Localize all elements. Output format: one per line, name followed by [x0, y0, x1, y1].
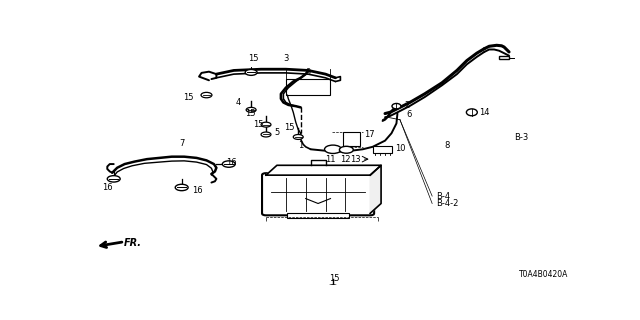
Text: B-3: B-3	[514, 133, 528, 142]
Text: 15: 15	[253, 120, 264, 129]
FancyBboxPatch shape	[262, 173, 374, 215]
Text: 16: 16	[102, 182, 113, 192]
Bar	[287, 213, 349, 218]
Ellipse shape	[392, 103, 401, 109]
Bar	[343, 132, 360, 146]
Text: 11: 11	[324, 155, 335, 164]
Text: 7: 7	[179, 139, 184, 148]
Circle shape	[245, 69, 257, 75]
Bar	[499, 56, 509, 59]
Ellipse shape	[467, 109, 477, 116]
Text: 9: 9	[305, 68, 311, 76]
Polygon shape	[266, 165, 381, 175]
Circle shape	[328, 285, 338, 290]
Circle shape	[246, 108, 256, 112]
Text: 13: 13	[350, 156, 361, 164]
Text: 8: 8	[445, 141, 450, 150]
Text: 5: 5	[274, 128, 280, 137]
Text: 1: 1	[298, 141, 303, 150]
Text: 6: 6	[406, 109, 412, 118]
Text: 14: 14	[479, 108, 490, 117]
Bar	[372, 146, 392, 153]
Text: 4: 4	[236, 98, 241, 107]
Text: 15: 15	[284, 123, 294, 132]
Circle shape	[339, 146, 353, 153]
Circle shape	[175, 184, 188, 191]
Circle shape	[261, 122, 271, 127]
Circle shape	[201, 92, 212, 98]
Text: 15: 15	[184, 92, 194, 101]
Circle shape	[293, 134, 303, 140]
Text: 2: 2	[405, 101, 410, 110]
Text: FR.: FR.	[124, 238, 141, 248]
Text: 15: 15	[246, 109, 256, 118]
Bar	[286, 79, 330, 95]
Text: B-4-2: B-4-2	[436, 199, 458, 209]
Text: B-4: B-4	[436, 192, 451, 201]
Circle shape	[324, 145, 341, 154]
Circle shape	[222, 161, 236, 167]
Text: 15: 15	[248, 53, 259, 62]
Text: 3: 3	[283, 54, 289, 63]
Text: 16: 16	[191, 186, 202, 195]
Text: 12: 12	[340, 155, 351, 164]
Polygon shape	[370, 165, 381, 213]
Circle shape	[108, 176, 120, 182]
Text: T0A4B0420A: T0A4B0420A	[519, 270, 568, 279]
Text: 10: 10	[395, 144, 406, 153]
Text: 15: 15	[329, 274, 339, 283]
Circle shape	[261, 132, 271, 137]
Text: 16: 16	[227, 158, 237, 167]
Text: 17: 17	[364, 131, 374, 140]
